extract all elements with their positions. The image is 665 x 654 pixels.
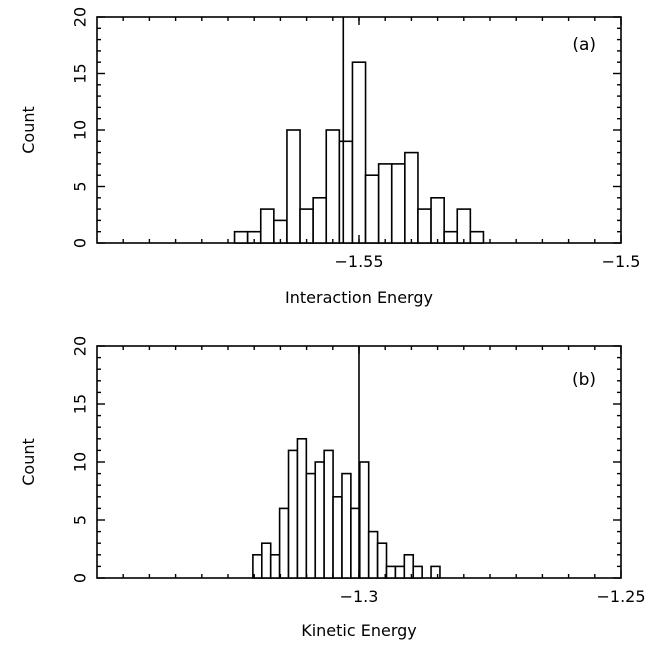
y-tick-label: 10 xyxy=(71,120,90,140)
x-axis-label: Kinetic Energy xyxy=(301,621,417,640)
histogram-bar xyxy=(299,208,314,244)
y-tick-label: 10 xyxy=(71,452,90,472)
histogram-bar xyxy=(323,449,334,579)
histogram-bar xyxy=(287,449,299,579)
x-tick-label: −1.55 xyxy=(334,252,383,271)
panel-label: (a) xyxy=(572,35,596,55)
x-axis-label: Interaction Energy xyxy=(285,288,433,307)
ticks-group: −1.55 −1.5 0 5 10 15 20 xyxy=(71,7,641,271)
histogram-bar xyxy=(443,230,459,244)
y-axis-label: Count xyxy=(19,438,38,486)
ticks-group: −1.3 −1.25 0 5 10 15 20 xyxy=(71,336,646,606)
y-tick-label: 15 xyxy=(71,394,90,414)
histogram-bar xyxy=(394,565,406,579)
histogram-bar xyxy=(358,461,370,579)
histogram-bar xyxy=(233,230,249,244)
histogram-bar xyxy=(430,197,445,244)
histogram-bar xyxy=(430,565,441,579)
histogram-bar xyxy=(456,208,472,244)
y-tick-label: 0 xyxy=(71,238,90,248)
y-tick-label: 20 xyxy=(71,336,90,356)
histogram-bar xyxy=(278,507,290,579)
histogram-bar xyxy=(404,151,419,244)
histogram-bar xyxy=(314,461,325,579)
histogram-bar xyxy=(260,542,272,579)
histogram-bar xyxy=(312,197,328,244)
y-tick-label: 5 xyxy=(71,181,90,191)
histogram-bar xyxy=(390,163,406,244)
histogram-bar xyxy=(364,174,380,244)
histogram-bar xyxy=(259,208,275,244)
histogram-bar xyxy=(338,140,354,244)
histogram-bar xyxy=(305,472,317,579)
bars-group xyxy=(233,61,485,244)
x-tick-label: −1.5 xyxy=(602,252,641,271)
histogram-bar xyxy=(469,230,485,244)
panel-label: (b) xyxy=(572,370,596,390)
y-tick-label: 5 xyxy=(71,515,90,525)
histogram-bar xyxy=(377,163,393,244)
histogram-bar xyxy=(417,208,432,244)
histogram-bar xyxy=(385,565,397,579)
y-tick-label: 0 xyxy=(71,573,90,583)
histogram-bar xyxy=(351,61,367,244)
bars-group xyxy=(252,437,441,579)
histogram-bar xyxy=(376,542,388,579)
y-axis-label: Count xyxy=(19,106,38,154)
histogram-panel-b: −1.3 −1.25 0 5 10 15 20 (b) Kinetic Energy Cou… xyxy=(19,336,646,640)
histogram-bar xyxy=(412,565,423,579)
histogram-panel-a: −1.55 −1.5 0 5 10 15 20 (a) Interaction Energy… xyxy=(19,7,640,307)
x-tick-label: −1.25 xyxy=(596,587,645,606)
histogram-bar xyxy=(325,129,341,244)
x-tick-label: −1.3 xyxy=(340,587,379,606)
histogram-bar xyxy=(296,437,308,579)
histogram-bar xyxy=(332,495,343,579)
y-tick-label: 20 xyxy=(71,7,90,27)
histogram-bar xyxy=(341,472,352,579)
y-tick-label: 15 xyxy=(71,63,90,83)
histogram-bar xyxy=(286,129,301,244)
histogram-bar xyxy=(269,553,281,579)
histogram-bar xyxy=(367,530,379,579)
